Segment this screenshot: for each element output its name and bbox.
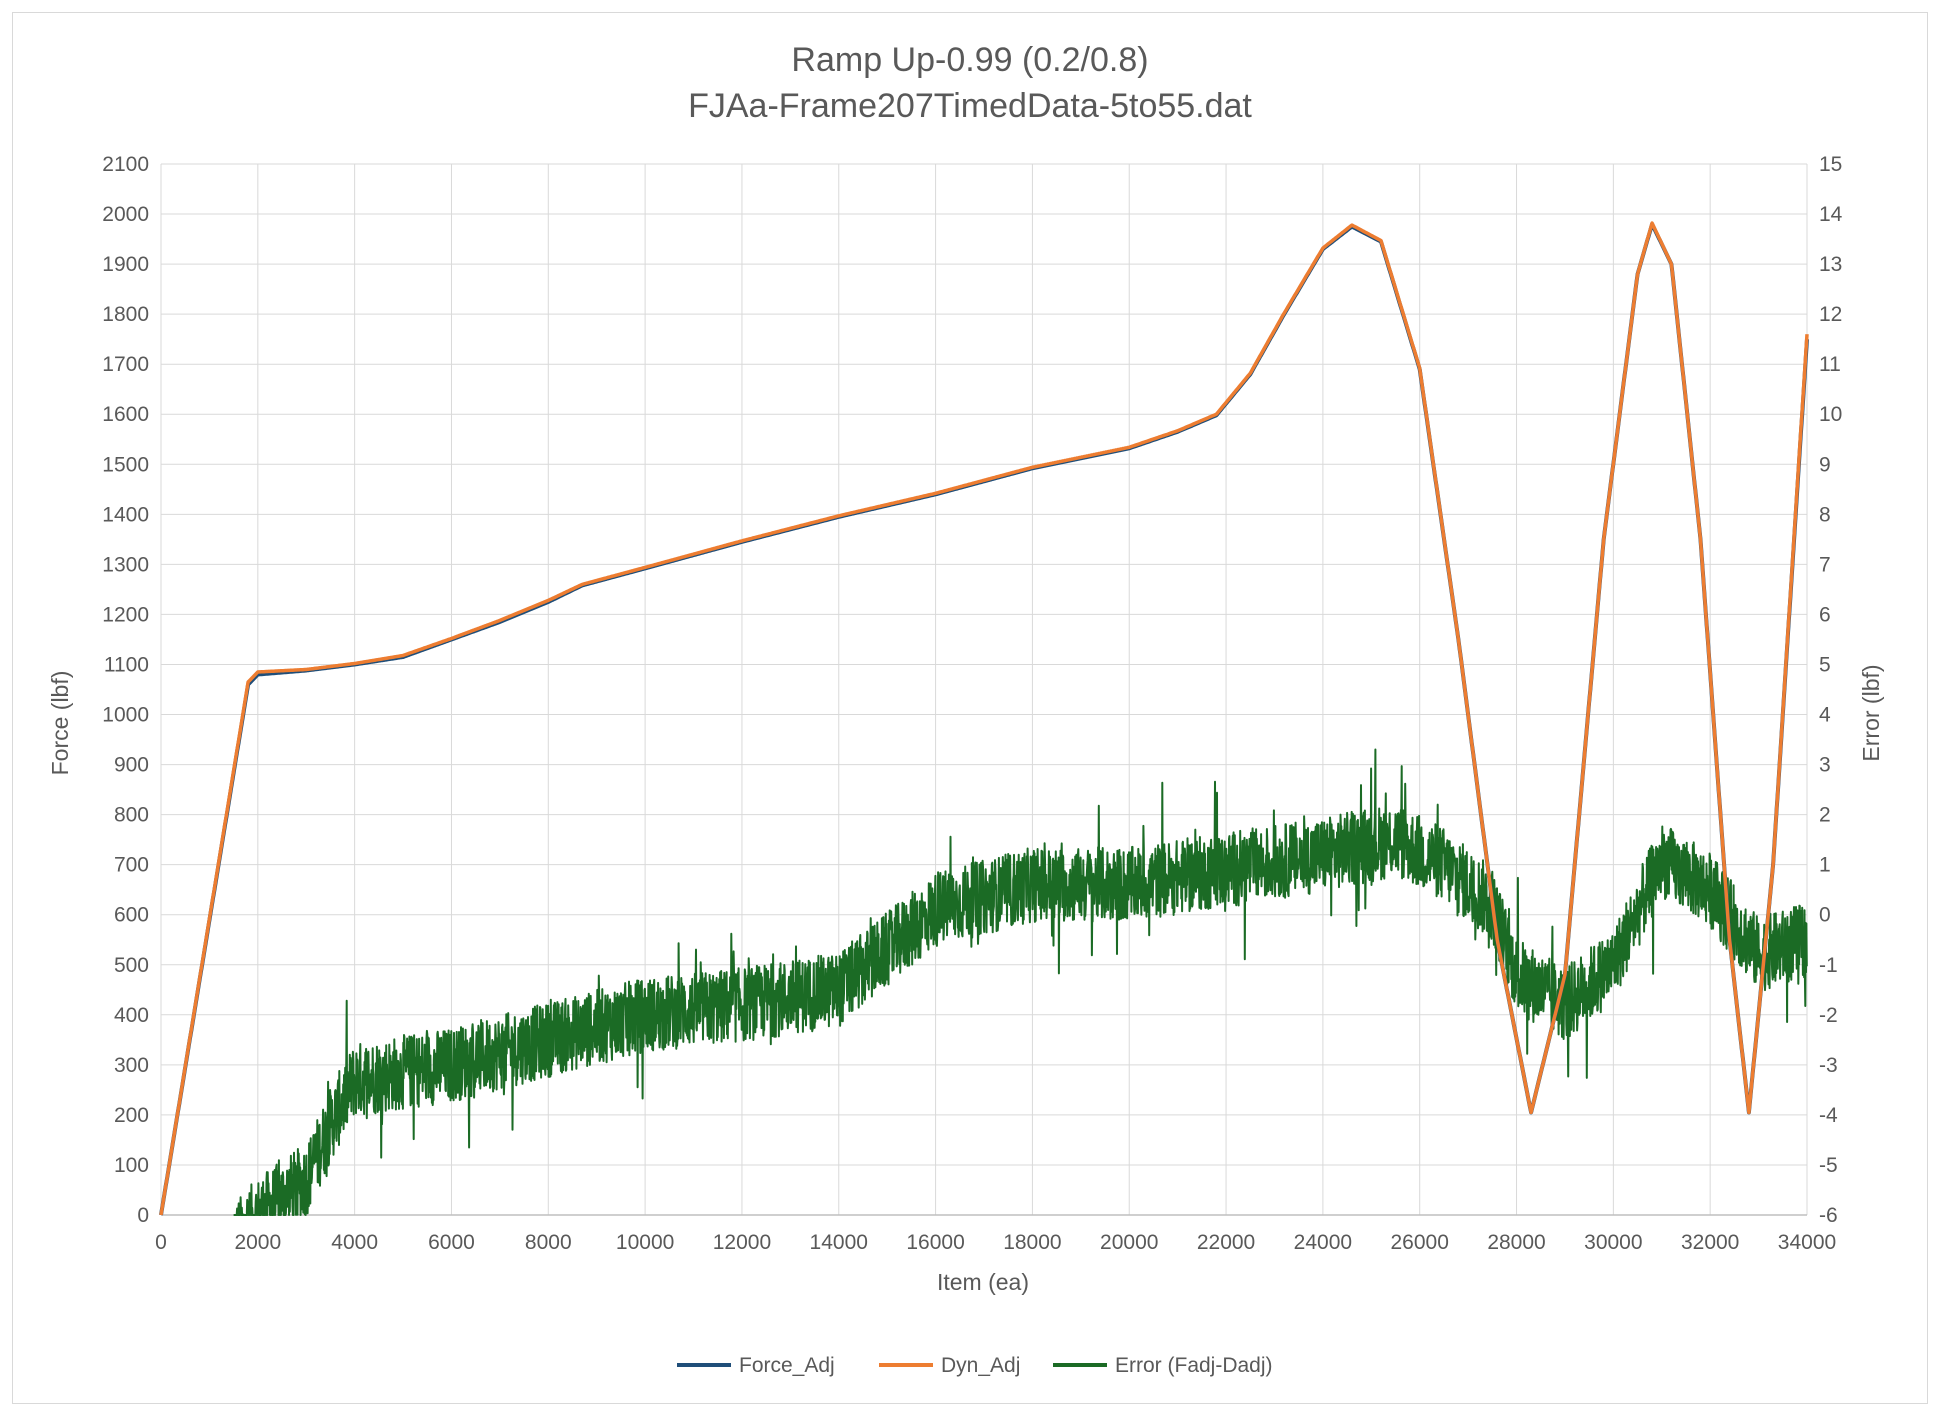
y2-tick-label: 13 xyxy=(1819,253,1842,276)
y2-tick-label: 12 xyxy=(1819,303,1842,326)
y2-tick-label: 0 xyxy=(1819,904,1831,927)
y-tick-label: 1700 xyxy=(102,353,149,376)
x-tick-label: 14000 xyxy=(810,1231,868,1254)
y2-tick-label: 11 xyxy=(1819,353,1841,376)
x-tick-label: 6000 xyxy=(428,1231,475,1254)
legend: Force_Adj Dyn_Adj Error (Fadj-Dadj) xyxy=(677,1354,1273,1377)
y-tick-label: 900 xyxy=(114,754,149,777)
legend-label-dyn-adj: Dyn_Adj xyxy=(941,1354,1020,1377)
y-tick-label: 2100 xyxy=(102,153,149,176)
x-tick-label: 8000 xyxy=(525,1231,572,1254)
y2-tick-label: 5 xyxy=(1819,653,1831,676)
y-tick-label: 800 xyxy=(114,804,149,827)
y-tick-label: 600 xyxy=(114,904,149,927)
x-axis-title: Item (ea) xyxy=(937,1269,1029,1295)
x-tick-label: 0 xyxy=(155,1231,167,1254)
y2-tick-label: -1 xyxy=(1819,954,1838,977)
x-tick-label: 30000 xyxy=(1584,1231,1642,1254)
y2-tick-label: 14 xyxy=(1819,203,1843,226)
y2-tick-label: -5 xyxy=(1819,1154,1838,1177)
y-tick-label: 1500 xyxy=(102,453,149,476)
x-tick-label: 10000 xyxy=(616,1231,674,1254)
chart-title: Ramp Up-0.99 (0.2/0.8) xyxy=(791,41,1148,79)
chart-canvas: 0 2000 4000 6000 8000 10000 12000 14000 16000 180… xyxy=(47,41,1884,1377)
x-tick-label: 24000 xyxy=(1294,1231,1352,1254)
y2-tick-label: 7 xyxy=(1819,553,1831,576)
legend-label-force-adj: Force_Adj xyxy=(739,1354,835,1377)
y-axis-title: Force (lbf) xyxy=(47,671,73,776)
y-tick-label: 1300 xyxy=(102,553,149,576)
y-tick-label: 1400 xyxy=(102,503,149,526)
x-tick-label: 12000 xyxy=(713,1231,771,1254)
chart-frame: 0 2000 4000 6000 8000 10000 12000 14000 16000 180… xyxy=(12,12,1928,1404)
y-tick-label: 1800 xyxy=(102,303,149,326)
y2-axis-title: Error (lbf) xyxy=(1858,664,1884,761)
y-tick-label: 400 xyxy=(114,1004,149,1027)
x-tick-label: 16000 xyxy=(906,1231,964,1254)
x-tick-label: 22000 xyxy=(1197,1231,1255,1254)
y2-tick-label: 9 xyxy=(1819,453,1831,476)
x-tick-label: 20000 xyxy=(1100,1231,1158,1254)
y-tick-label: 1100 xyxy=(104,653,149,676)
chart-subtitle: FJAa-Frame207TimedData-5to55.dat xyxy=(688,87,1252,125)
y-tick-label: 700 xyxy=(114,854,149,877)
y-tick-label: 1600 xyxy=(102,403,149,426)
series-line-dyn-adj xyxy=(159,221,1809,1216)
y2-tick-label: -3 xyxy=(1819,1054,1838,1077)
x-tick-label: 2000 xyxy=(234,1231,281,1254)
series-line-error xyxy=(233,748,1808,1216)
y-tick-label: 0 xyxy=(137,1204,149,1227)
y2-tick-label: 10 xyxy=(1819,403,1842,426)
y2-tick-label: 8 xyxy=(1819,503,1831,526)
x-tick-label: 26000 xyxy=(1391,1231,1449,1254)
y2-tick-label: 1 xyxy=(1819,854,1831,877)
y-tick-label: 100 xyxy=(114,1154,149,1177)
y2-tick-label: 15 xyxy=(1819,153,1842,176)
y2-tick-label: -4 xyxy=(1819,1104,1838,1127)
y-tick-label: 200 xyxy=(114,1104,149,1127)
y-tick-label: 500 xyxy=(114,954,149,977)
y-tick-label: 2000 xyxy=(102,203,149,226)
y-tick-label: 1000 xyxy=(102,704,149,727)
y2-tick-label: -2 xyxy=(1819,1004,1838,1027)
y2-tick-label: 6 xyxy=(1819,603,1831,626)
tick-labels: 0 2000 4000 6000 8000 10000 12000 14000 16000 180… xyxy=(102,153,1842,1254)
x-tick-label: 34000 xyxy=(1778,1231,1836,1254)
y2-tick-label: 4 xyxy=(1819,704,1831,727)
series-layer xyxy=(159,221,1809,1216)
y2-tick-label: 3 xyxy=(1819,754,1831,777)
y2-tick-label: -6 xyxy=(1819,1204,1838,1227)
x-tick-label: 32000 xyxy=(1681,1231,1739,1254)
x-tick-label: 18000 xyxy=(1003,1231,1061,1254)
x-tick-label: 4000 xyxy=(331,1231,378,1254)
y-tick-label: 300 xyxy=(114,1054,149,1077)
y2-tick-label: 2 xyxy=(1819,804,1831,827)
x-tick-label: 28000 xyxy=(1487,1231,1545,1254)
legend-label-error: Error (Fadj-Dadj) xyxy=(1115,1354,1273,1377)
y-tick-label: 1900 xyxy=(102,253,149,276)
y-tick-label: 1200 xyxy=(102,603,149,626)
